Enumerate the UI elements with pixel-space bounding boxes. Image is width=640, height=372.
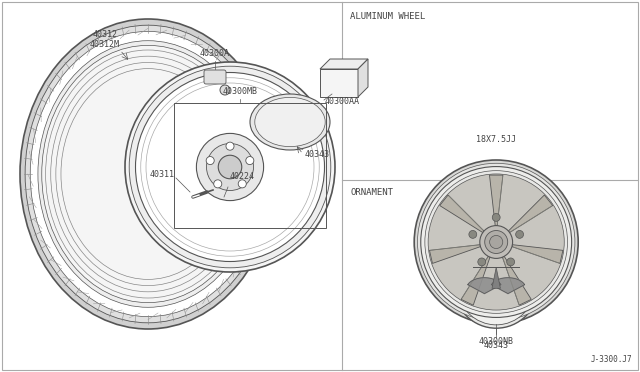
Circle shape	[492, 214, 500, 221]
FancyBboxPatch shape	[204, 70, 226, 84]
Circle shape	[425, 171, 568, 313]
Polygon shape	[508, 195, 553, 232]
Polygon shape	[490, 175, 503, 226]
Circle shape	[220, 85, 230, 95]
Polygon shape	[492, 278, 525, 294]
Polygon shape	[358, 59, 368, 97]
Text: 40300AA: 40300AA	[325, 97, 360, 106]
Text: 40224: 40224	[230, 172, 255, 181]
Text: ORNAMENT: ORNAMENT	[351, 189, 394, 198]
Circle shape	[478, 258, 486, 266]
Text: 40312: 40312	[93, 30, 118, 39]
Polygon shape	[502, 256, 531, 305]
Bar	[174, 103, 326, 228]
Circle shape	[507, 258, 515, 266]
Circle shape	[206, 157, 214, 164]
Ellipse shape	[250, 94, 330, 150]
Circle shape	[484, 231, 508, 253]
Text: 40300A: 40300A	[200, 49, 230, 58]
Text: 40311: 40311	[150, 170, 175, 179]
Circle shape	[129, 66, 331, 268]
Ellipse shape	[20, 19, 276, 329]
Circle shape	[246, 157, 254, 164]
Circle shape	[226, 142, 234, 150]
Text: 40312M: 40312M	[90, 40, 120, 49]
Ellipse shape	[25, 25, 271, 323]
Polygon shape	[461, 256, 490, 305]
Polygon shape	[512, 245, 563, 263]
Text: 18X7.5JJ: 18X7.5JJ	[476, 135, 516, 144]
Bar	[320, 69, 358, 97]
Circle shape	[454, 244, 538, 328]
Circle shape	[417, 163, 575, 321]
Circle shape	[428, 174, 564, 310]
Circle shape	[238, 180, 246, 188]
Circle shape	[420, 167, 572, 317]
Circle shape	[516, 231, 524, 238]
Text: 40343: 40343	[305, 150, 330, 159]
Text: 40343: 40343	[484, 341, 509, 350]
Polygon shape	[492, 267, 500, 288]
Text: 40300NB: 40300NB	[479, 337, 514, 346]
Circle shape	[136, 73, 324, 262]
Circle shape	[125, 62, 335, 272]
Ellipse shape	[30, 31, 266, 317]
Circle shape	[490, 235, 503, 248]
Circle shape	[196, 134, 264, 201]
Polygon shape	[429, 245, 481, 263]
Ellipse shape	[42, 45, 254, 303]
Circle shape	[458, 248, 535, 325]
Ellipse shape	[38, 41, 258, 307]
Polygon shape	[468, 278, 501, 294]
Circle shape	[469, 231, 477, 238]
Text: 40300MB: 40300MB	[223, 87, 257, 96]
Polygon shape	[320, 59, 368, 69]
Circle shape	[207, 144, 253, 190]
Polygon shape	[440, 195, 484, 232]
Circle shape	[214, 180, 222, 188]
Circle shape	[218, 155, 242, 179]
Text: J-3300.J7: J-3300.J7	[590, 355, 632, 364]
Ellipse shape	[255, 97, 325, 147]
Circle shape	[480, 225, 513, 259]
Circle shape	[414, 160, 578, 324]
Text: ALUMINUM WHEEL: ALUMINUM WHEEL	[351, 12, 426, 21]
